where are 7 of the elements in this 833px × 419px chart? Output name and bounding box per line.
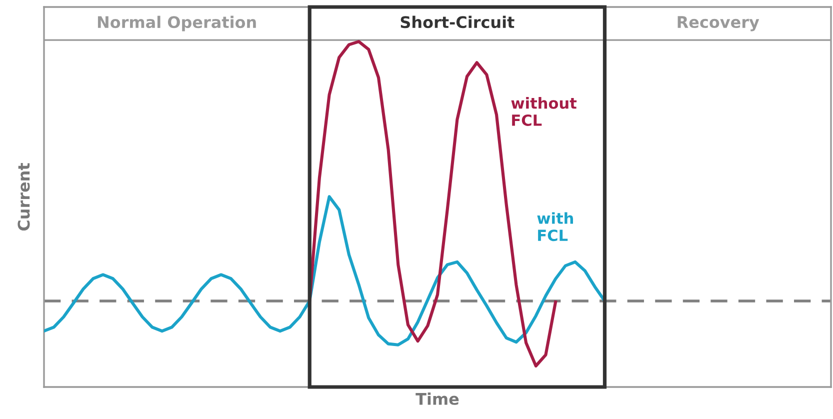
x-axis-title: Time: [416, 392, 459, 405]
text: Normal Operation: [98, 16, 256, 32]
series-label: with FCL: [537, 212, 573, 242]
y-axis-title: Current: [18, 163, 30, 231]
series-label: without FCL: [511, 97, 577, 126]
text: Recovery: [678, 16, 760, 32]
text: Short-Circuit: [400, 16, 514, 28]
